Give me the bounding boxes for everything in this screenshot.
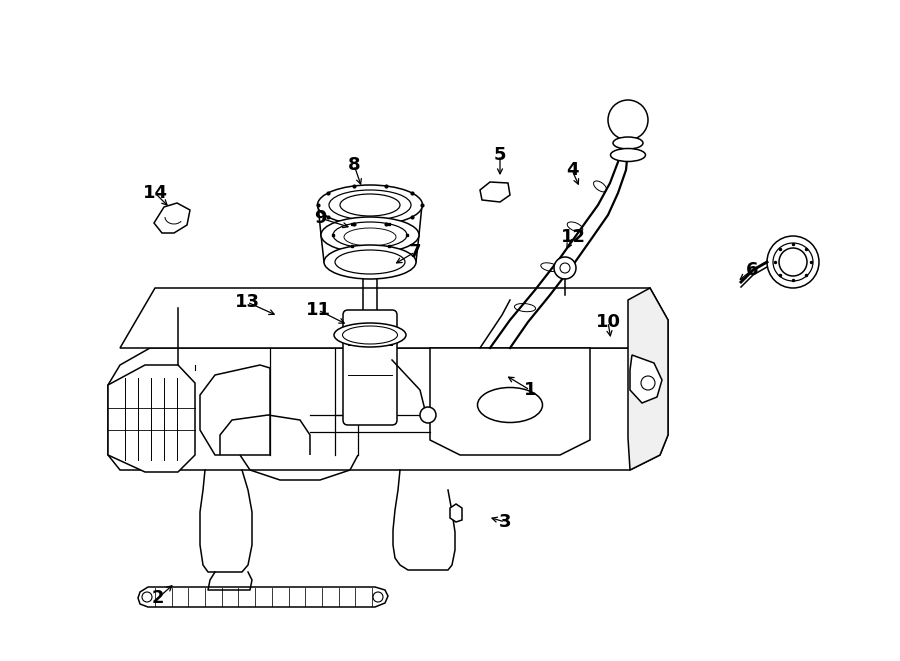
Text: 8: 8 bbox=[347, 156, 360, 174]
Text: 14: 14 bbox=[142, 184, 167, 202]
Polygon shape bbox=[120, 288, 668, 365]
Ellipse shape bbox=[613, 137, 643, 149]
Text: 10: 10 bbox=[596, 313, 620, 331]
Polygon shape bbox=[108, 348, 668, 470]
Text: 6: 6 bbox=[746, 261, 758, 279]
Ellipse shape bbox=[773, 243, 813, 281]
Circle shape bbox=[608, 100, 648, 140]
Polygon shape bbox=[138, 587, 388, 607]
Circle shape bbox=[554, 257, 576, 279]
Ellipse shape bbox=[344, 228, 396, 246]
Polygon shape bbox=[480, 182, 510, 202]
Text: 3: 3 bbox=[499, 513, 511, 531]
Ellipse shape bbox=[329, 190, 411, 220]
Text: 4: 4 bbox=[566, 161, 578, 179]
Circle shape bbox=[767, 236, 819, 288]
Circle shape bbox=[373, 592, 383, 602]
Polygon shape bbox=[200, 365, 270, 455]
Ellipse shape bbox=[321, 217, 419, 253]
Text: 11: 11 bbox=[305, 301, 330, 319]
Text: 5: 5 bbox=[494, 146, 506, 164]
Polygon shape bbox=[108, 365, 195, 472]
Circle shape bbox=[779, 248, 807, 276]
Polygon shape bbox=[628, 288, 668, 470]
Text: 9: 9 bbox=[314, 209, 326, 227]
Text: 7: 7 bbox=[409, 243, 421, 261]
Ellipse shape bbox=[610, 149, 645, 161]
Polygon shape bbox=[154, 203, 190, 233]
FancyBboxPatch shape bbox=[343, 310, 397, 425]
Ellipse shape bbox=[318, 185, 422, 225]
Ellipse shape bbox=[478, 387, 543, 422]
Polygon shape bbox=[450, 504, 462, 522]
Text: 2: 2 bbox=[152, 589, 164, 607]
Text: 12: 12 bbox=[561, 228, 586, 246]
Ellipse shape bbox=[324, 245, 416, 279]
Ellipse shape bbox=[333, 222, 407, 248]
Circle shape bbox=[641, 376, 655, 390]
Ellipse shape bbox=[340, 194, 400, 216]
Polygon shape bbox=[630, 355, 662, 403]
Polygon shape bbox=[430, 348, 590, 455]
Ellipse shape bbox=[343, 326, 398, 344]
Text: 13: 13 bbox=[235, 293, 259, 311]
Ellipse shape bbox=[335, 250, 405, 274]
Circle shape bbox=[560, 263, 570, 273]
Circle shape bbox=[420, 407, 436, 423]
Text: 1: 1 bbox=[524, 381, 536, 399]
Circle shape bbox=[142, 592, 152, 602]
Ellipse shape bbox=[334, 323, 406, 347]
